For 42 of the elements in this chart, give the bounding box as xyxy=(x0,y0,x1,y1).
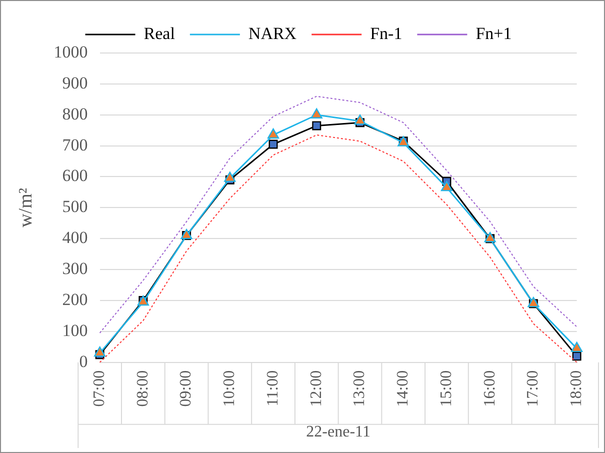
y-tick-label: 500 xyxy=(62,197,88,216)
y-tick-label: 100 xyxy=(62,320,88,340)
point xyxy=(94,346,106,357)
x-tick-label: 08:00 xyxy=(134,370,152,407)
x-tick-label: 10:00 xyxy=(221,370,238,407)
y-tick-label: 300 xyxy=(62,259,88,278)
y-tick-label: 700 xyxy=(62,135,88,154)
y-tick-label: 200 xyxy=(62,290,88,309)
x-tick-label: 13:00 xyxy=(351,370,368,407)
y-tick-label: 0 xyxy=(79,352,88,371)
x-tick-label: 07:00 xyxy=(91,370,108,407)
point xyxy=(571,342,583,352)
point xyxy=(268,140,278,149)
y-axis-title: w/m² xyxy=(15,188,36,228)
point xyxy=(267,128,280,139)
x-tick-label: 11:00 xyxy=(264,370,282,406)
x-axis-title: 22-ene-11 xyxy=(306,424,370,441)
x-tick-label: 12:00 xyxy=(308,370,325,407)
line-series xyxy=(99,96,578,334)
y-tick-label: 1000 xyxy=(54,42,88,62)
legend-label: Real xyxy=(144,24,176,43)
point xyxy=(312,121,322,130)
x-tick-label: 18:00 xyxy=(568,370,586,407)
legend-label: Fn+1 xyxy=(476,24,512,43)
point xyxy=(572,352,582,361)
point xyxy=(354,114,366,125)
x-tick-label: 09:00 xyxy=(178,370,195,407)
point xyxy=(310,108,322,118)
y-tick-label: 900 xyxy=(62,73,88,92)
legend-label: NARX xyxy=(248,24,297,43)
x-tick-label: 14:00 xyxy=(394,370,412,407)
x-tick-label: 17:00 xyxy=(524,370,542,407)
x-tick-label: 15:00 xyxy=(438,370,455,407)
y-tick-label: 400 xyxy=(62,228,88,248)
x-tick-label: 16:00 xyxy=(481,370,498,407)
legend-label: Fn-1 xyxy=(370,24,402,43)
point xyxy=(440,180,453,192)
y-tick-label: 600 xyxy=(62,166,88,186)
point xyxy=(528,296,540,308)
point xyxy=(180,228,192,240)
point xyxy=(224,172,236,182)
y-tick-label: 800 xyxy=(62,104,88,124)
